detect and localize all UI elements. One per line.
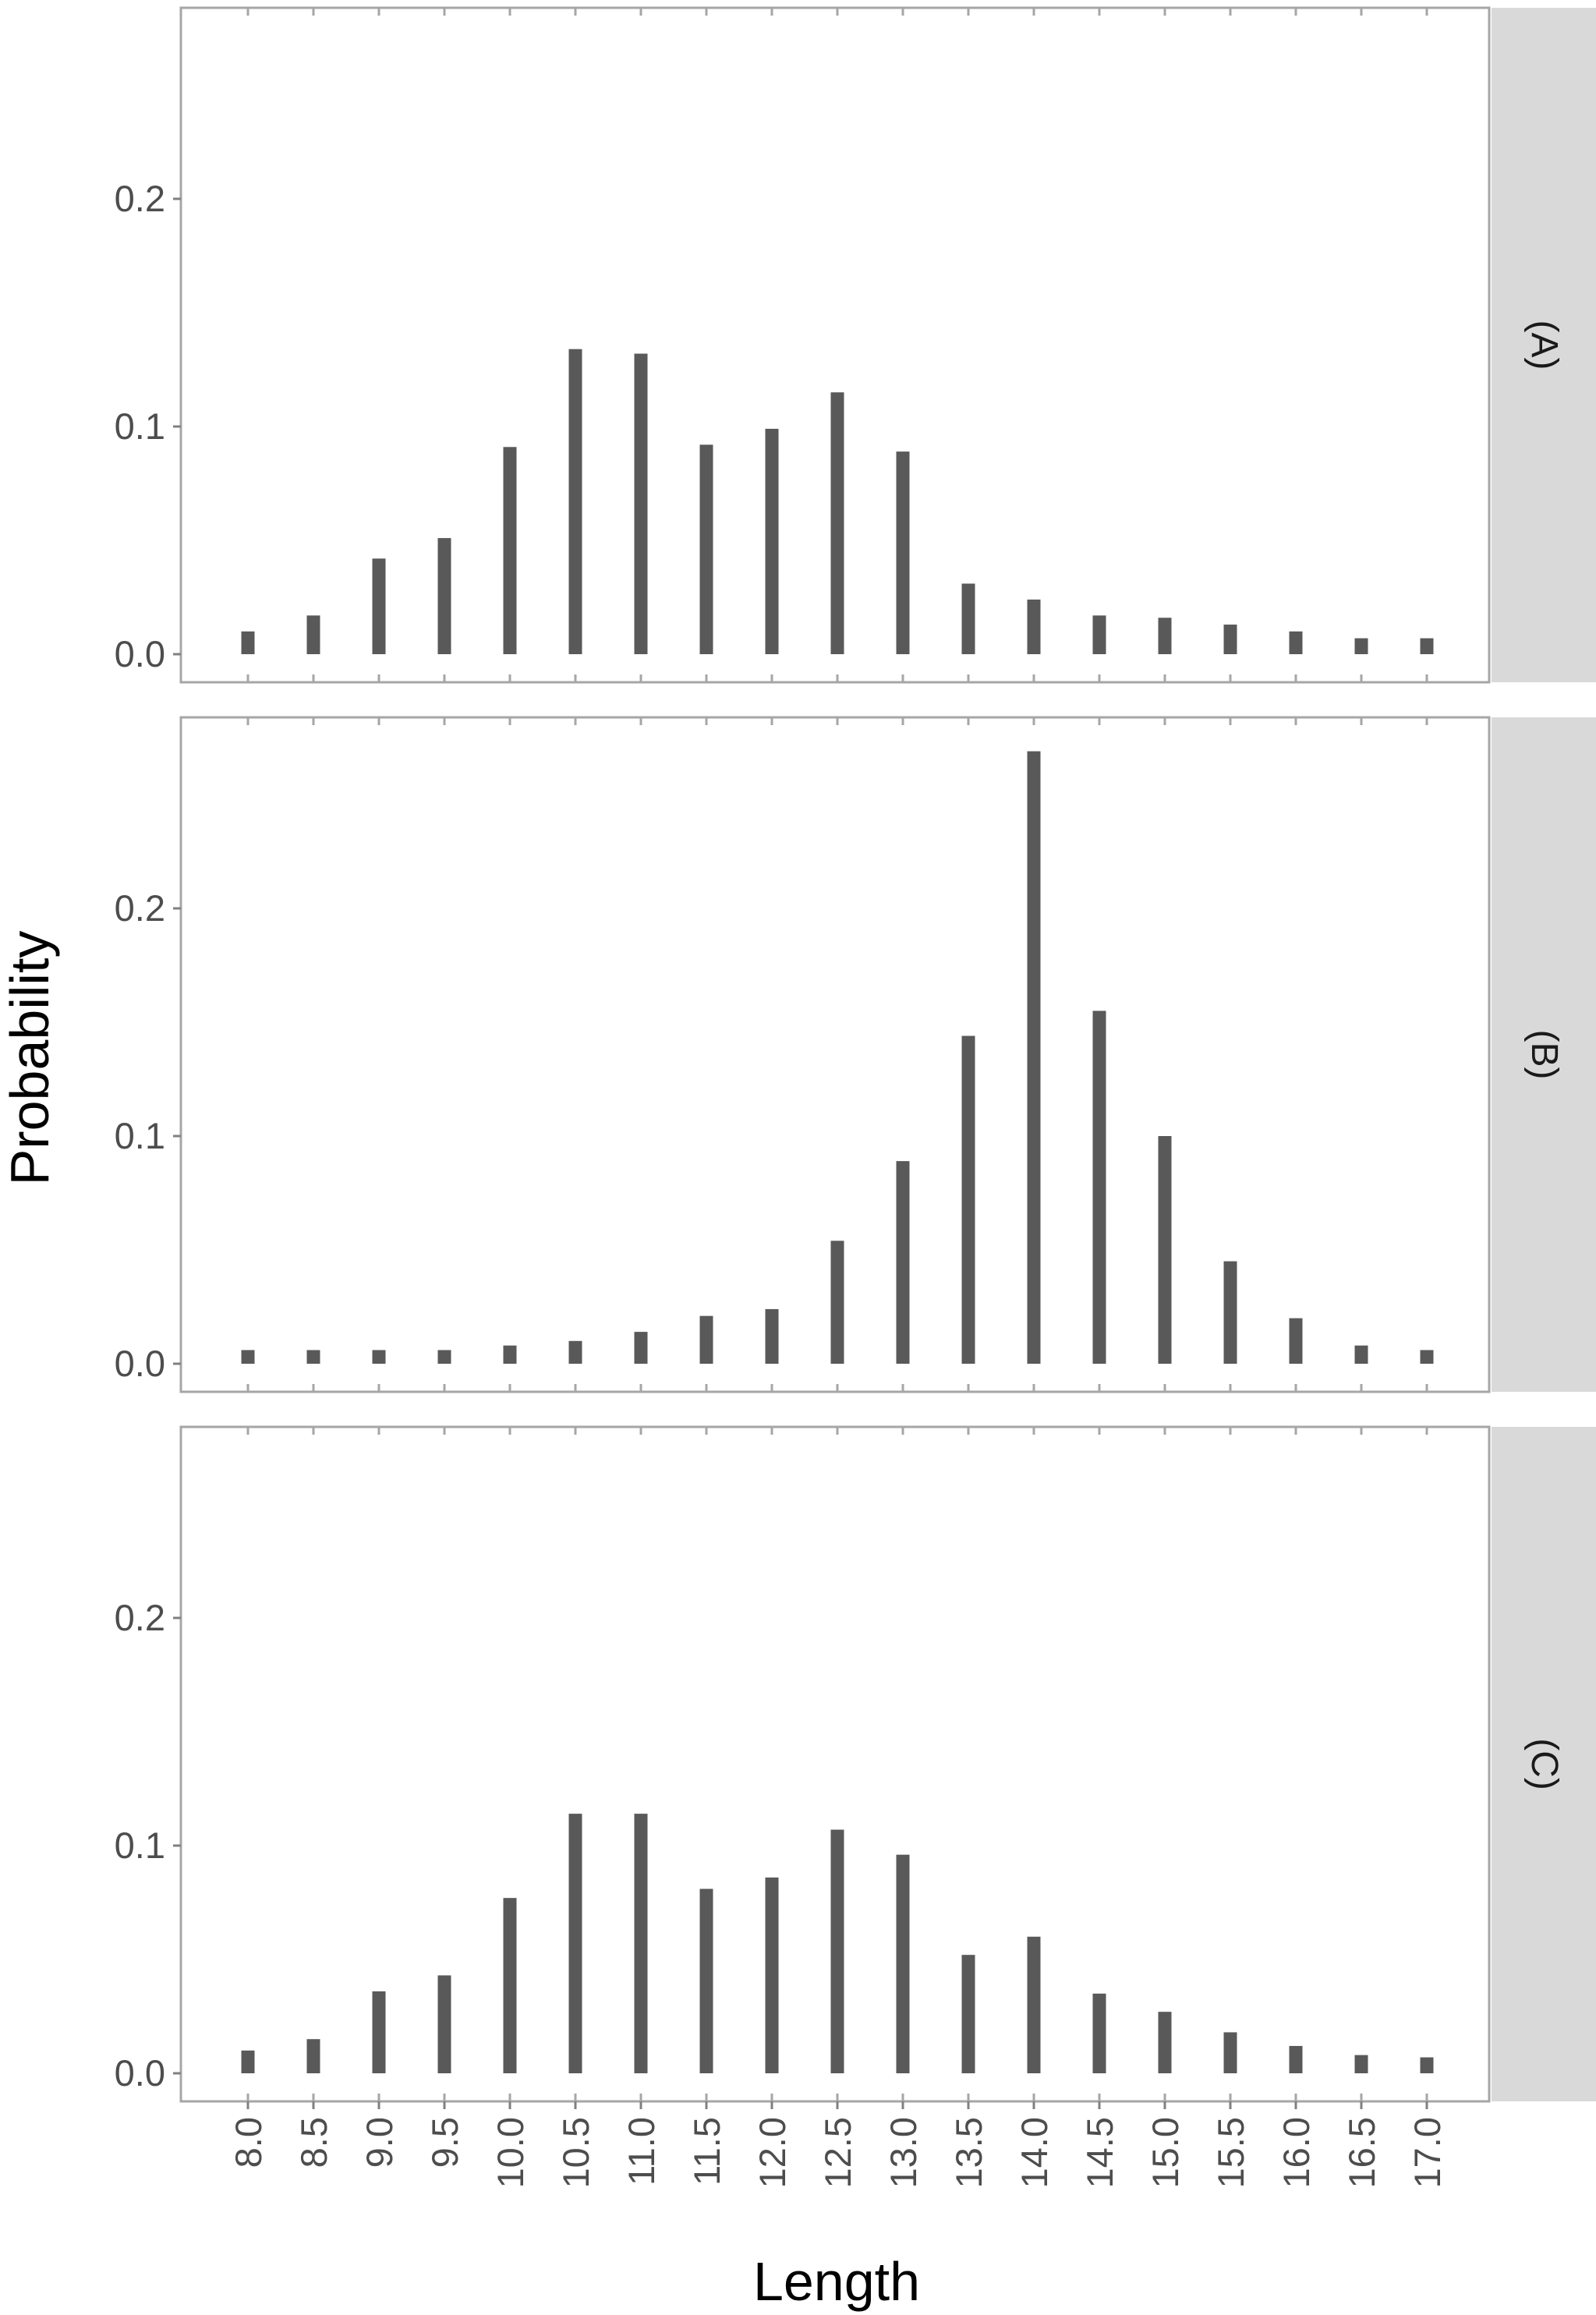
x-tick-label: 16.5 xyxy=(1341,2117,1382,2188)
bar-14.0 xyxy=(1027,1936,1041,2073)
facet-panel: 0.0 0.1 0.2 (A) xyxy=(115,6,1596,684)
bar-17.0 xyxy=(1420,638,1434,654)
y-tick-label: 0.2 xyxy=(115,1597,165,1638)
bar-10.0 xyxy=(503,447,517,654)
x-tick-label: 9.0 xyxy=(359,2117,400,2168)
y-tick-label: 0.1 xyxy=(115,405,165,447)
x-tick-label: 13.5 xyxy=(948,2117,989,2188)
bar-15.0 xyxy=(1158,2012,1172,2073)
bar-14.0 xyxy=(1027,599,1041,654)
x-axis: 8.0 8.5 9.0 9.5 10.0 10.5 11.0 11.5 12.0 12.5 13.0… xyxy=(228,2101,1448,2188)
bar-15.5 xyxy=(1223,1261,1237,1364)
facet-strip-label: (B) xyxy=(1523,1030,1565,1080)
x-tick-label: 17.0 xyxy=(1407,2117,1448,2188)
bar-15.5 xyxy=(1223,2032,1237,2073)
bar-13.0 xyxy=(896,1161,910,1364)
bar-13.5 xyxy=(961,583,975,654)
bar-11.0 xyxy=(634,1814,648,2073)
bar-15.0 xyxy=(1158,1136,1172,1364)
y-axis-title: Probability xyxy=(0,931,60,1186)
y-tick-label: 0.1 xyxy=(115,1115,165,1156)
bar-14.0 xyxy=(1027,751,1041,1364)
bar-16.5 xyxy=(1354,638,1368,654)
facet-panel: 0.0 0.1 0.2 (B) xyxy=(115,716,1596,1393)
y-tick-label: 0.2 xyxy=(115,887,165,929)
y-tick-label: 0.0 xyxy=(115,1343,165,1384)
y-tick-label: 0.0 xyxy=(115,633,165,674)
facet-strip xyxy=(1492,8,1596,682)
bar-8.0 xyxy=(241,631,255,654)
bar-14.5 xyxy=(1092,1011,1106,1364)
x-tick-label: 13.0 xyxy=(883,2117,924,2188)
bar-10.5 xyxy=(568,349,582,654)
bar-12.5 xyxy=(830,1241,844,1364)
x-tick-label: 14.0 xyxy=(1014,2117,1055,2188)
bar-12.0 xyxy=(765,428,779,654)
bar-16.0 xyxy=(1289,631,1303,654)
x-tick-label: 15.0 xyxy=(1145,2117,1186,2188)
x-axis-title: Length xyxy=(753,2251,920,2312)
x-tick-label: 10.0 xyxy=(490,2117,531,2188)
y-tick-label: 0.2 xyxy=(115,178,165,219)
y-tick-label: 0.0 xyxy=(115,2052,165,2094)
x-tick-label: 11.0 xyxy=(621,2117,662,2186)
bar-12.5 xyxy=(830,1829,844,2073)
y-tick-label: 0.1 xyxy=(115,1825,165,1866)
bar-9.0 xyxy=(372,1991,386,2073)
bar-13.0 xyxy=(896,1854,910,2073)
x-tick-label: 12.0 xyxy=(752,2117,793,2188)
facet-panels: 0.0 0.1 0.2 (A) 0.0 0.1 0.2 (B) 0.0 0.1 0.2 (C) xyxy=(115,6,1596,2103)
x-tick-label: 14.5 xyxy=(1079,2117,1120,2188)
x-tick-label: 15.5 xyxy=(1210,2117,1251,2188)
bar-14.5 xyxy=(1092,1993,1106,2073)
facet-strip xyxy=(1492,1427,1596,2101)
bar-16.0 xyxy=(1289,2045,1303,2073)
bar-14.5 xyxy=(1092,615,1106,654)
bar-13.5 xyxy=(961,1955,975,2073)
x-tick-label: 12.5 xyxy=(817,2117,858,2188)
bar-8.5 xyxy=(306,1350,320,1364)
x-tick-label: 9.5 xyxy=(424,2117,465,2168)
bar-17.0 xyxy=(1420,2057,1434,2073)
bar-11.5 xyxy=(699,1315,713,1364)
bar-16.0 xyxy=(1289,1318,1303,1364)
bar-8.5 xyxy=(306,615,320,654)
bar-9.5 xyxy=(437,538,451,654)
bar-11.0 xyxy=(634,1332,648,1364)
bar-10.5 xyxy=(568,1814,582,2073)
x-tick-label: 16.0 xyxy=(1276,2117,1317,2188)
bar-8.0 xyxy=(241,1350,255,1364)
bar-10.0 xyxy=(503,1898,517,2073)
facet-panel: 0.0 0.1 0.2 (C) xyxy=(115,1425,1596,2103)
bar-13.0 xyxy=(896,451,910,654)
bar-16.5 xyxy=(1354,2055,1368,2073)
bar-11.5 xyxy=(699,1888,713,2073)
facet-strip-label: (A) xyxy=(1523,320,1565,370)
bar-9.5 xyxy=(437,1975,451,2073)
bar-12.0 xyxy=(765,1877,779,2073)
bar-8.5 xyxy=(306,2039,320,2073)
bar-17.0 xyxy=(1420,1350,1434,1364)
bar-9.0 xyxy=(372,558,386,654)
bar-16.5 xyxy=(1354,1345,1368,1364)
bar-8.0 xyxy=(241,2050,255,2073)
x-tick-label: 8.5 xyxy=(293,2117,334,2168)
bar-9.5 xyxy=(437,1350,451,1364)
bar-13.5 xyxy=(961,1035,975,1364)
bar-9.0 xyxy=(372,1350,386,1364)
bar-11.0 xyxy=(634,353,648,654)
bar-12.0 xyxy=(765,1308,779,1364)
bar-10.5 xyxy=(568,1340,582,1364)
x-tick-label: 11.5 xyxy=(686,2117,727,2186)
facet-strip-label: (C) xyxy=(1523,1738,1565,1790)
bar-12.5 xyxy=(830,392,844,654)
bar-10.0 xyxy=(503,1345,517,1364)
facet-strip xyxy=(1492,717,1596,1392)
bar-15.5 xyxy=(1223,625,1237,654)
bar-15.0 xyxy=(1158,618,1172,654)
x-tick-label: 8.0 xyxy=(228,2117,269,2168)
bar-11.5 xyxy=(699,444,713,654)
x-tick-label: 10.5 xyxy=(555,2117,596,2188)
